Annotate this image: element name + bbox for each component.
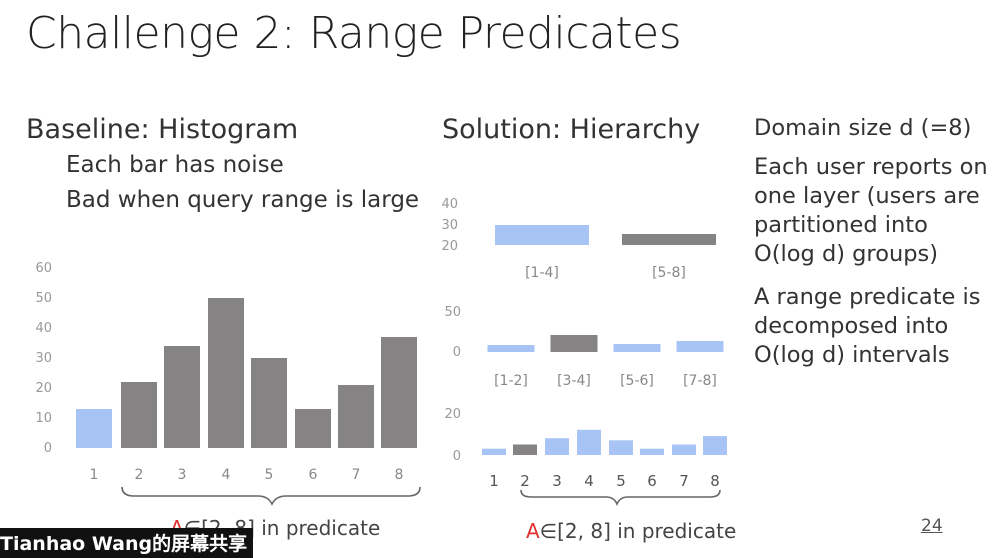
baseline-bullet-2: Bad when query range is large [66, 187, 420, 213]
level2-x-label: [3-4] [557, 373, 591, 389]
range-decomposition-text: A range predicate is decomposed into O(l… [754, 284, 981, 368]
level3-x-label: 2 [520, 472, 530, 490]
solution-range-brace [520, 489, 721, 507]
level3-x-label: 4 [584, 472, 594, 490]
baseline-bar [208, 298, 244, 448]
level3-y-tick: 20 [444, 407, 461, 422]
baseline-bar [164, 346, 200, 448]
user-reports-text: Each user reports on one layer (users ar… [754, 154, 988, 267]
baseline-y-tick: 60 [35, 261, 52, 276]
level2-x-label: [7-8] [683, 373, 717, 389]
level2-bar [613, 344, 661, 352]
level3-y-tick: 0 [453, 449, 461, 464]
baseline-y-tick: 10 [35, 411, 52, 426]
level3-bar [577, 429, 601, 455]
baseline-bar [381, 337, 417, 448]
level2-bar [676, 341, 724, 352]
baseline-bar [121, 382, 157, 448]
level3-x-label: 5 [616, 472, 626, 490]
level3-bar [640, 448, 664, 455]
baseline-bullet-1: Each bar has noise [66, 152, 284, 178]
level1-x-label: [1-4] [525, 265, 559, 281]
level2-y-tick: 50 [444, 305, 461, 320]
level1-y-tick: 30 [441, 218, 458, 233]
level1-bar [622, 234, 716, 245]
level2-bar [487, 345, 535, 352]
solution-predicate-label: A∈[2, 8] in predicate [526, 519, 736, 543]
level1-y-tick: 20 [441, 239, 458, 254]
baseline-bar [295, 409, 331, 448]
level2-x-label: [1-2] [494, 373, 528, 389]
baseline-y-tick: 20 [35, 381, 52, 396]
screen-share-banner: Tianhao Wang的屏幕共享 [0, 528, 254, 558]
level3-bar [545, 438, 569, 455]
level3-x-label: 1 [489, 472, 499, 490]
level1-x-label: [5-8] [652, 265, 686, 281]
predicate-variable: A [526, 519, 540, 543]
baseline-y-tick: 30 [35, 351, 52, 366]
baseline-x-label: 2 [135, 467, 144, 483]
baseline-x-label: 1 [90, 467, 99, 483]
level1-y-tick: 40 [441, 197, 458, 212]
level3-bar [609, 440, 633, 455]
page-number: 24 [921, 516, 943, 536]
baseline-bar [338, 385, 374, 448]
level3-bar [672, 444, 696, 455]
level2-bar [550, 335, 598, 352]
baseline-x-label: 8 [395, 467, 404, 483]
level3-x-label: 3 [552, 472, 562, 490]
level3-bar [513, 444, 537, 455]
baseline-range-brace [121, 486, 421, 506]
domain-size-text: Domain size d (=8) [754, 115, 972, 141]
baseline-x-label: 5 [265, 467, 274, 483]
level3-x-label: 7 [679, 472, 689, 490]
level3-bar [482, 448, 506, 455]
level2-x-label: [5-6] [620, 373, 654, 389]
baseline-x-label: 3 [178, 467, 187, 483]
baseline-bar [251, 358, 287, 448]
baseline-x-label: 4 [222, 467, 231, 483]
level3-bar [703, 436, 727, 455]
level3-x-label: 8 [710, 472, 720, 490]
baseline-y-tick: 40 [35, 321, 52, 336]
baseline-x-label: 6 [309, 467, 318, 483]
slide-title: Challenge 2: Range Predicates [26, 8, 682, 59]
level2-y-tick: 0 [453, 345, 461, 360]
baseline-heading: Baseline: Histogram [26, 114, 299, 145]
baseline-y-tick: 0 [44, 441, 52, 456]
predicate-range: ∈[2, 8] in predicate [539, 519, 737, 543]
baseline-y-tick: 50 [35, 291, 52, 306]
baseline-x-label: 7 [352, 467, 361, 483]
level1-bar [495, 225, 589, 245]
solution-heading: Solution: Hierarchy [442, 114, 701, 145]
baseline-bar [76, 409, 112, 448]
level3-x-label: 6 [647, 472, 657, 490]
